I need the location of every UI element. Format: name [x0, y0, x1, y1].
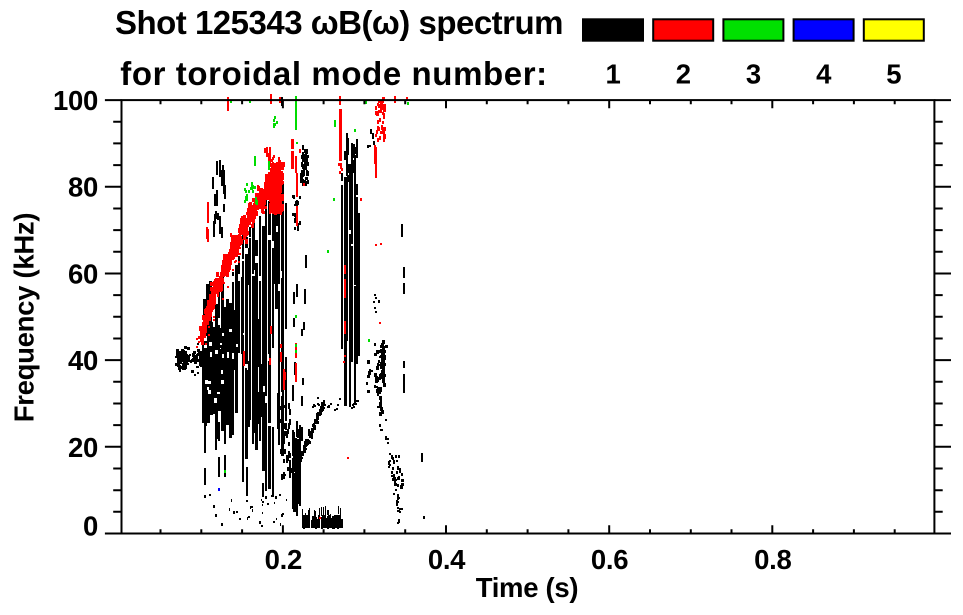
- svg-text:0: 0: [83, 511, 98, 542]
- svg-text:0.4: 0.4: [428, 544, 466, 575]
- svg-text:100: 100: [53, 85, 98, 116]
- svg-text:1: 1: [606, 59, 621, 90]
- svg-text:3: 3: [746, 59, 761, 90]
- svg-text:Shot 125343 ωB(ω) spectrum: Shot 125343 ωB(ω) spectrum: [115, 4, 563, 41]
- svg-text:0.2: 0.2: [265, 544, 302, 575]
- svg-text:5: 5: [886, 59, 901, 90]
- svg-text:0.6: 0.6: [591, 544, 628, 575]
- svg-text:60: 60: [68, 258, 98, 289]
- svg-text:for toroidal mode number:: for toroidal mode number:: [120, 55, 548, 92]
- svg-text:40: 40: [68, 345, 98, 376]
- svg-text:0.8: 0.8: [754, 544, 791, 575]
- svg-text:80: 80: [68, 172, 98, 203]
- svg-text:Frequency (kHz): Frequency (kHz): [9, 213, 40, 422]
- svg-text:2: 2: [676, 59, 691, 90]
- svg-text:Time (s): Time (s): [476, 572, 579, 603]
- svg-text:20: 20: [68, 432, 98, 463]
- svg-text:4: 4: [816, 59, 832, 90]
